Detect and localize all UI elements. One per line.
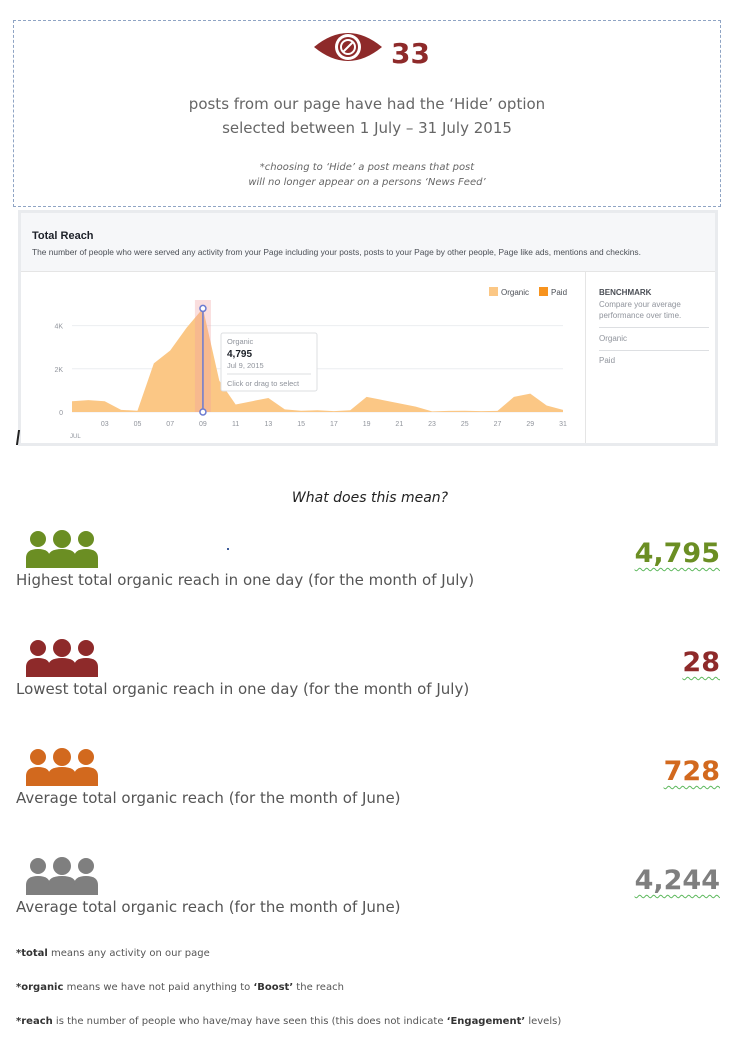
y-axis-ticks: 4K 2K 0 xyxy=(54,324,63,417)
legend-swatch xyxy=(489,287,498,296)
hide-count: 33 xyxy=(391,37,430,70)
total-reach-panel: Total Reach The number of people who wer… xyxy=(18,210,718,446)
x-axis-ticks: 03 05 07 09 11 13 15 17 19 21 23 25 27 29 31 JUL xyxy=(70,421,567,440)
footnote-text: means we have not paid anything to xyxy=(63,982,254,993)
stat-highest: Highest total organic reach in one day (… xyxy=(0,528,756,608)
footnote-term-2: ‘Boost’ xyxy=(253,982,294,993)
hide-text-line-1: posts from our page have had the ‘Hide’ … xyxy=(188,95,546,113)
footnote-text: is the number of people who have/may hav… xyxy=(52,1016,447,1027)
x-tick-label: 07 xyxy=(166,421,174,428)
hide-text-line-2: selected between 1 July – 31 July 2015 xyxy=(222,119,512,137)
x-tick-label: 15 xyxy=(297,421,305,428)
stray-dot xyxy=(227,548,229,550)
footnote-text: means any activity on our page xyxy=(47,948,210,959)
tooltip-value: 4,795 xyxy=(227,349,252,360)
footnote-term: *reach xyxy=(16,1016,53,1027)
x-tick-label: 11 xyxy=(232,421,239,428)
hide-summary-box: 33 posts from our page have had the ‘Hid… xyxy=(13,20,721,207)
tooltip-box xyxy=(220,332,318,392)
people-group-icon xyxy=(26,857,98,895)
x-tick-label: 25 xyxy=(461,421,469,428)
x-tick-label: 05 xyxy=(134,421,142,428)
hover-point xyxy=(199,408,207,416)
hide-note-line-1: *choosing to ‘Hide’ a post means that po… xyxy=(259,162,475,173)
x-tick-label: 31 xyxy=(559,421,567,428)
divider xyxy=(599,327,709,328)
x-month-label: JUL xyxy=(70,434,81,440)
benchmark-description: Compare your average performance over ti… xyxy=(599,300,682,320)
divider xyxy=(599,350,709,351)
panel-description: The number of people who were served any… xyxy=(32,247,641,257)
stat-average-1: Average total organic reach (for the mon… xyxy=(0,746,756,826)
legend-swatch xyxy=(539,287,548,296)
footnote-term-2: ‘Engagement’ xyxy=(446,1016,526,1027)
footnote-term: *total xyxy=(16,948,48,959)
stat-value: 728 xyxy=(663,756,720,787)
x-tick-label: 21 xyxy=(395,421,403,428)
footnote-text-2: levels) xyxy=(525,1016,562,1027)
section-question: What does this mean? xyxy=(291,490,449,506)
panel-header: Total Reach The number of people who wer… xyxy=(21,213,715,272)
hover-highlight xyxy=(194,300,211,416)
hover-point xyxy=(199,304,207,313)
stat-value: 28 xyxy=(682,647,720,678)
panel-title: Total Reach xyxy=(32,230,94,242)
chart-legend: Organic Paid xyxy=(489,287,567,297)
tooltip-date: Jul 9, 2015 xyxy=(227,361,264,370)
benchmark-sidebar: BENCHMARK Compare your average performan… xyxy=(585,272,716,443)
people-group-icon xyxy=(26,639,98,677)
y-tick-label: 0 xyxy=(59,410,63,417)
stat-label: Average total organic reach (for the mon… xyxy=(16,789,401,807)
eye-blocked-icon xyxy=(314,33,382,61)
legend-label: Organic xyxy=(501,288,529,297)
y-tick-label: 4K xyxy=(54,324,63,331)
stat-value: 4,244 xyxy=(634,865,720,896)
stat-label: Highest total organic reach in one day (… xyxy=(16,571,475,589)
benchmark-title: BENCHMARK xyxy=(599,288,652,297)
hide-note-line-2: will no longer appear on a persons ‘News… xyxy=(248,177,486,188)
total-reach-card: Total Reach The number of people who wer… xyxy=(21,213,715,443)
x-tick-label: 29 xyxy=(526,421,534,428)
footnote-reach: *reach is the number of people who have/… xyxy=(16,1016,561,1027)
stat-label: Lowest total organic reach in one day (f… xyxy=(16,680,470,698)
people-group-icon xyxy=(26,530,98,568)
benchmark-paid-option[interactable]: Paid xyxy=(599,356,616,365)
people-group-icon xyxy=(26,748,98,786)
x-tick-label: 13 xyxy=(265,421,273,428)
stat-average-2: Average total organic reach (for the mon… xyxy=(0,855,756,935)
stat-label: Average total organic reach (for the mon… xyxy=(16,898,401,916)
footnote-text-2: the reach xyxy=(293,982,344,993)
x-tick-label: 09 xyxy=(199,421,207,428)
stat-value: 4,795 xyxy=(634,538,720,569)
x-tick-label: 17 xyxy=(330,421,338,428)
tooltip-hint: Click or drag to select xyxy=(227,379,300,388)
stat-lowest: Lowest total organic reach in one day (f… xyxy=(0,637,756,717)
footnote-total: *total means any activity on our page xyxy=(16,948,210,959)
benchmark-organic-option[interactable]: Organic xyxy=(599,334,628,343)
footnote-term: *organic xyxy=(16,982,64,993)
tooltip-series: Organic xyxy=(227,337,254,346)
organic-area-series xyxy=(72,308,563,412)
footnote-organic: *organic means we have not paid anything… xyxy=(16,982,344,993)
legend-label: Paid xyxy=(551,288,567,297)
x-tick-label: 23 xyxy=(428,421,436,428)
x-tick-label: 27 xyxy=(494,421,502,428)
y-tick-label: 2K xyxy=(54,367,63,374)
x-tick-label: 03 xyxy=(101,421,109,428)
x-tick-label: 19 xyxy=(363,421,371,428)
